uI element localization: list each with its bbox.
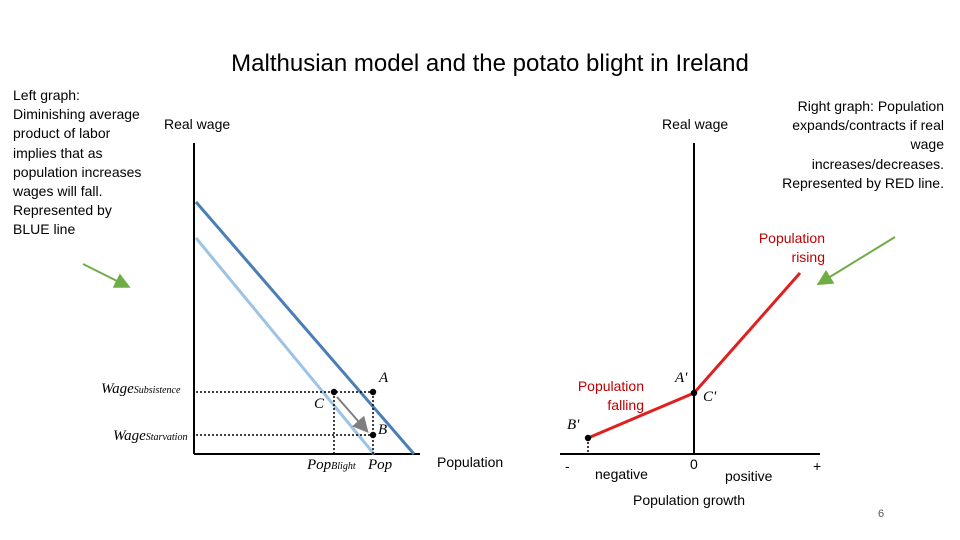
page-number: 6 [878,508,885,520]
right-pointer-arrow [816,236,896,286]
average-product-curve [194,201,416,455]
point-c-prime-label: C' [703,389,717,405]
positive-label: positive [725,468,773,484]
slide-title: Malthusian model and the potato blight i… [231,50,749,77]
negative-label: negative [595,466,648,482]
left-x-axis-label: Population [437,454,504,470]
point-c [330,388,338,396]
point-b-prime-label: B' [567,417,580,433]
point-a [369,388,377,396]
population-falling-label: Population falling [577,378,644,413]
point-b-prime [584,434,592,442]
right-graph-note: Right graph: Population expands/contract… [782,98,944,191]
pop-label: Pop [368,457,393,473]
point-a-label: A [379,370,389,386]
point-b [369,431,377,439]
point-c-label: C [314,396,325,412]
plus-label: + [813,458,822,474]
zero-label: 0 [690,456,698,472]
wage-starvation-label: WageStarvation [113,428,188,444]
point-b-label: B [378,422,388,438]
population-rising-label: Population rising [758,230,825,265]
shifted-average-product-curve [194,237,376,455]
point-a-prime [690,389,698,397]
left-graph-note: Left graph: Diminishing average product … [13,87,142,238]
point-a-prime-label: A' [675,370,688,386]
left-pointer-arrow [82,263,131,288]
c-to-b-arrow [336,396,369,434]
left-y-axis-label: Real wage [164,116,231,132]
right-y-axis-label: Real wage [662,116,729,132]
minus-label: - [565,458,570,474]
wage-subsistence-label: WageSubsistence [101,381,181,397]
pop-blight-label: PopBlight [307,457,356,473]
right-x-axis-label: Population growth [633,492,746,508]
